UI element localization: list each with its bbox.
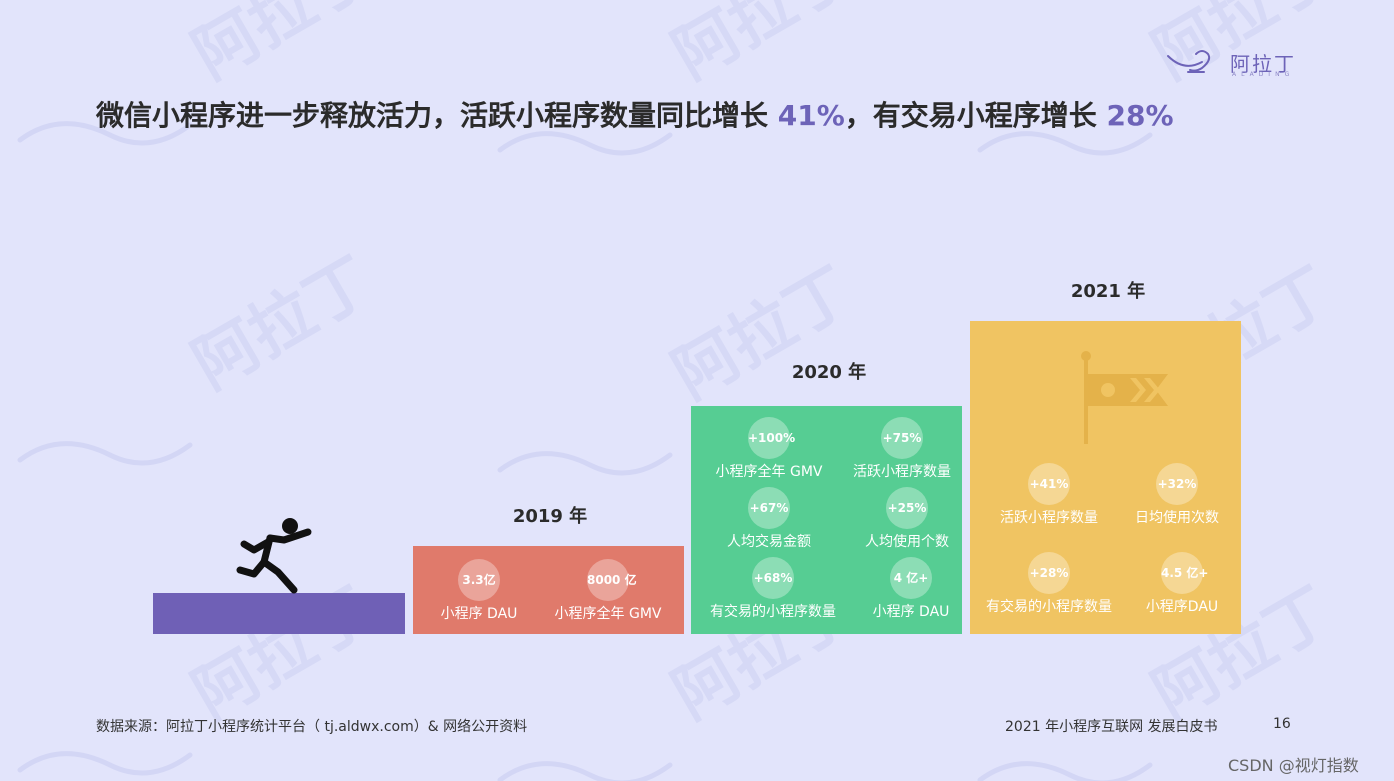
metric-2019-dau: 3.3亿 小程序 DAU: [404, 559, 554, 623]
watermark-text: 阿拉丁: [181, 0, 384, 94]
data-source-note: 数据来源：阿拉丁小程序统计平台（ tj.aldwx.com）& 网络公开资料: [96, 719, 528, 735]
metric-2020-avg-spend: +67% 人均交易金额: [694, 487, 844, 551]
metric-badge: +32%: [1156, 463, 1198, 505]
metric-2021-active: +41% 活跃小程序数量: [974, 463, 1124, 527]
metric-badge: +25%: [886, 487, 928, 529]
metric-label: 人均使用个数: [865, 534, 949, 550]
metric-label: 小程序全年 GMV: [554, 606, 662, 622]
metric-badge: +100%: [748, 417, 795, 459]
metric-label: 日均使用次数: [1135, 510, 1219, 526]
metric-badge: 3.3亿: [458, 559, 500, 601]
metric-label: 小程序DAU: [1145, 599, 1219, 615]
watermark-text: 阿拉丁: [661, 0, 864, 94]
metric-badge: +67%: [748, 487, 790, 529]
page-number: 16: [1273, 716, 1291, 732]
metric-2021-trading: +28% 有交易的小程序数量: [974, 552, 1124, 616]
metric-badge: 8000 亿: [587, 559, 637, 601]
metric-badge: +41%: [1028, 463, 1070, 505]
watermark-text: 阿拉丁: [661, 254, 864, 414]
title-accent-2: 28%: [1106, 99, 1174, 132]
metric-label: 有交易的小程序数量: [986, 599, 1112, 615]
metric-label: 活跃小程序数量: [1000, 510, 1098, 526]
metric-badge: +75%: [881, 417, 923, 459]
metric-label: 有交易的小程序数量: [710, 604, 836, 620]
metric-label: 活跃小程序数量: [853, 464, 951, 480]
logo-text: 阿拉丁: [1230, 52, 1296, 76]
aladin-lamp-logo-icon: [1167, 50, 1211, 73]
metric-badge: 4.5 亿+: [1161, 552, 1209, 594]
step-2021-block: [970, 321, 1241, 634]
metric-2020-trading: +68% 有交易的小程序数量: [698, 557, 848, 621]
year-2020-label: 2020 年: [791, 362, 867, 383]
report-name: 2021 年小程序互联网 发展白皮书: [1005, 719, 1218, 735]
logo-subtext: ALADING: [1232, 71, 1295, 78]
metric-label: 人均交易金额: [727, 534, 811, 550]
metric-label: 小程序 DAU: [872, 604, 950, 620]
year-2019-label: 2019 年: [512, 506, 588, 527]
metric-2020-gmv: +100% 小程序全年 GMV: [694, 417, 844, 481]
metric-badge: +28%: [1028, 552, 1070, 594]
metric-2020-active: +75% 活跃小程序数量: [827, 417, 977, 481]
step-base-block: [153, 593, 405, 634]
year-2021-label: 2021 年: [1070, 281, 1146, 302]
metric-label: 小程序 DAU: [440, 606, 518, 622]
runner-icon: [236, 518, 312, 594]
metric-2019-gmv: 8000 亿 小程序全年 GMV: [533, 559, 683, 623]
title-accent-1: 41%: [777, 99, 845, 132]
watermark-text: 阿拉丁: [181, 244, 384, 404]
flag-icon: [1081, 351, 1168, 444]
title-part-1: 微信小程序进一步释放活力，活跃小程序数量同比增长: [96, 99, 778, 132]
metric-badge: 4 亿+: [890, 557, 932, 599]
title-part-2: ，有交易小程序增长: [844, 99, 1107, 132]
csdn-watermark: CSDN @视灯指数: [1228, 756, 1359, 775]
metric-2020-avg-count: +25% 人均使用个数: [832, 487, 982, 551]
metric-label: 小程序全年 GMV: [715, 464, 823, 480]
step-2019-block: [413, 546, 684, 634]
page-title: 微信小程序进一步释放活力，活跃小程序数量同比增长 41%，有交易小程序增长 28…: [96, 94, 1316, 134]
metric-badge: +68%: [752, 557, 794, 599]
metric-2021-daily-use: +32% 日均使用次数: [1102, 463, 1252, 527]
metric-2021-dau: 4.5 亿+ 小程序DAU: [1107, 552, 1257, 616]
step-2020-block: [691, 406, 962, 634]
metric-2020-dau: 4 亿+ 小程序 DAU: [836, 557, 986, 621]
